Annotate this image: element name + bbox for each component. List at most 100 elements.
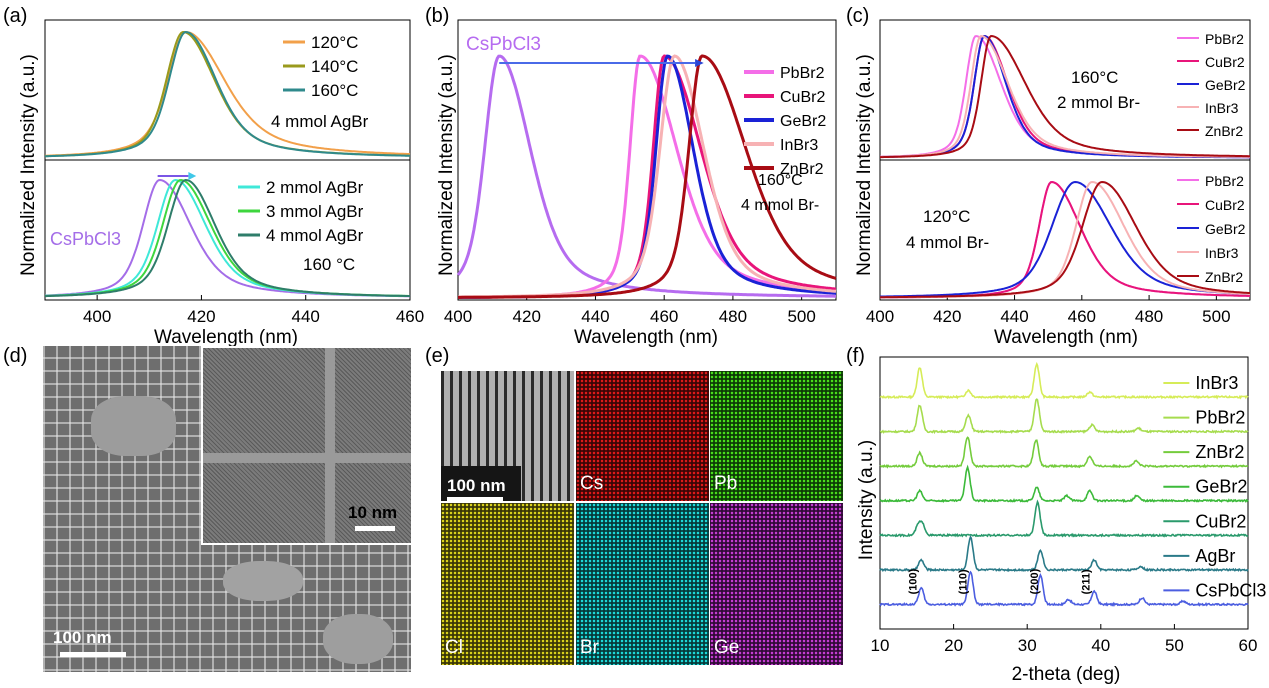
c-bottom-legend-label: GeBr2 [1205, 221, 1246, 237]
b-xtick-label: 480 [719, 307, 747, 326]
f-series-line [879, 499, 1249, 538]
c-bottom-xtick-label: 420 [933, 307, 961, 326]
main-scale-bar [60, 652, 126, 657]
c-bottom-series-line [879, 180, 1251, 298]
hrtem-inset: 10 nm [201, 346, 411, 545]
panel-e-label: (e) [425, 345, 449, 367]
a-top-series-line [45, 31, 411, 157]
panel-d-label: (d) [3, 345, 27, 367]
eds-pb-label: Pb [714, 473, 738, 494]
b-legend-label: ZnBr2 [780, 161, 824, 178]
b-legend-label: InBr3 [780, 137, 818, 154]
eds-cs-label: Cs [580, 473, 604, 494]
c-top-conc: 2 mmol Br- [1057, 93, 1140, 112]
f-series-line [879, 464, 1249, 504]
b-xtick-label: 460 [650, 307, 678, 326]
b-legend-label: CuBr2 [780, 89, 825, 106]
c-bottom-legend-label: InBr3 [1205, 245, 1239, 261]
eds-scale-bar [447, 497, 503, 501]
a-xlabel: Wavelength (nm) [154, 327, 298, 348]
f-xtick-label: 50 [1165, 636, 1184, 655]
b-shift-arrowhead [695, 59, 704, 67]
b-series-line [456, 54, 836, 298]
c-top-series-line [880, 34, 1250, 158]
hrtem-gap-h [203, 453, 411, 463]
c-ylabel: Normalized Intensity (a.u.) [854, 54, 875, 276]
f-xtick-label: 60 [1239, 636, 1258, 655]
c-bottom-temp: 120°C [923, 207, 970, 226]
f-frame [879, 356, 1249, 630]
eds-br-label: Br [580, 637, 599, 658]
f-ylabel: Intensity (a.u.) [856, 440, 877, 560]
c-bottom-xtick-label: 440 [1000, 307, 1028, 326]
f-legend-label: CsPbCl3 [1195, 580, 1266, 600]
eds-br-tile: Br [576, 503, 709, 665]
a-bottom-legend-label: 4 mmol AgBr [266, 226, 364, 245]
eds-cs-tile: Cs [576, 371, 709, 501]
tem-blob-1 [91, 396, 176, 456]
a-top-legend-label: 160°C [311, 81, 358, 100]
haadf-dark-corner [441, 466, 521, 501]
f-xtick-label: 10 [871, 636, 890, 655]
c-top-temp: 160°C [1071, 68, 1118, 87]
f-legend-label: ZnBr2 [1195, 442, 1244, 462]
b-legend-label: GeBr2 [780, 113, 826, 130]
panel-a-label: (a) [3, 5, 27, 27]
inset-scale-label: 10 nm [348, 503, 398, 522]
plot-layer: 120°C 140°C 160°C 400 420 440 460 2 mmol AgBr 3 … [44, 19, 1266, 655]
c-top-series-line [880, 34, 1250, 159]
b-xtick-label: 420 [513, 307, 541, 326]
inset-scale-bar [355, 526, 395, 531]
eds-ge-tile: Ge [710, 503, 843, 665]
a-bottom-temp: 160 °C [303, 255, 355, 274]
c-xlabel: Wavelength (nm) [994, 327, 1138, 348]
f-legend-label: InBr3 [1195, 373, 1238, 393]
eds-haadf-tile: 100 nm [441, 371, 574, 501]
b-frame [457, 19, 837, 301]
f-series-line [879, 398, 1249, 435]
main-scale-label: 100 nm [53, 628, 112, 647]
f-series-line [879, 570, 1249, 608]
panel-c-label: (c) [846, 5, 869, 27]
a-bottom-xtick-label: 440 [292, 307, 320, 326]
c-bottom-legend-label: PbBr2 [1205, 173, 1244, 189]
f-legend-label: GeBr2 [1195, 477, 1247, 497]
panel-f-label: (f) [846, 345, 865, 367]
tem-blob-2 [223, 561, 303, 601]
b-series-line [458, 54, 837, 299]
b-temp: 160°C [758, 172, 803, 189]
eds-cl-label: Cl [445, 637, 463, 658]
b-xtick-label: 440 [581, 307, 609, 326]
a-bottom-cspbcl3: CsPbCl3 [50, 229, 121, 249]
f-xtick-label: 30 [1018, 636, 1037, 655]
eds-pb-tile: Pb [710, 371, 843, 501]
c-bottom-series-line [880, 180, 1251, 299]
a-bottom-series-line [45, 178, 410, 298]
f-legend-label: AgBr [1195, 546, 1235, 566]
a-bottom-frame [44, 159, 411, 301]
b-xlabel: Wavelength (nm) [574, 327, 718, 348]
a-bottom-legend-label: 3 mmol AgBr [266, 202, 364, 221]
a-bottom-xtick-label: 420 [187, 307, 215, 326]
f-xtick-label: 20 [944, 636, 963, 655]
c-bottom-legend-label: ZnBr2 [1205, 269, 1243, 285]
panel-b-label: (b) [425, 5, 449, 27]
a-top-series-line [45, 30, 411, 158]
b-conc: 4 mmol Br- [741, 197, 819, 214]
a-bottom-xtick-label: 400 [83, 307, 111, 326]
c-top-legend-label: InBr3 [1205, 100, 1239, 116]
c-bottom-xtick-label: 460 [1068, 307, 1096, 326]
a-ylabel: Normalized Intensity (a.u.) [18, 54, 39, 276]
tem-image: 10 nm 100 nm [43, 346, 411, 672]
eds-scale-label: 100 nm [447, 476, 506, 495]
a-top-legend-label: 140°C [311, 57, 358, 76]
f-series-line [879, 534, 1249, 573]
a-bottom-legend-label: 2 mmol AgBr [266, 178, 364, 197]
f-peak-label: (110) [958, 569, 970, 594]
eds-ge-label: Ge [714, 637, 740, 658]
f-peak-label: (100) [907, 568, 919, 594]
f-series-line [879, 436, 1249, 469]
c-top-legend-label: PbBr2 [1205, 31, 1244, 47]
f-series-line [879, 361, 1249, 400]
